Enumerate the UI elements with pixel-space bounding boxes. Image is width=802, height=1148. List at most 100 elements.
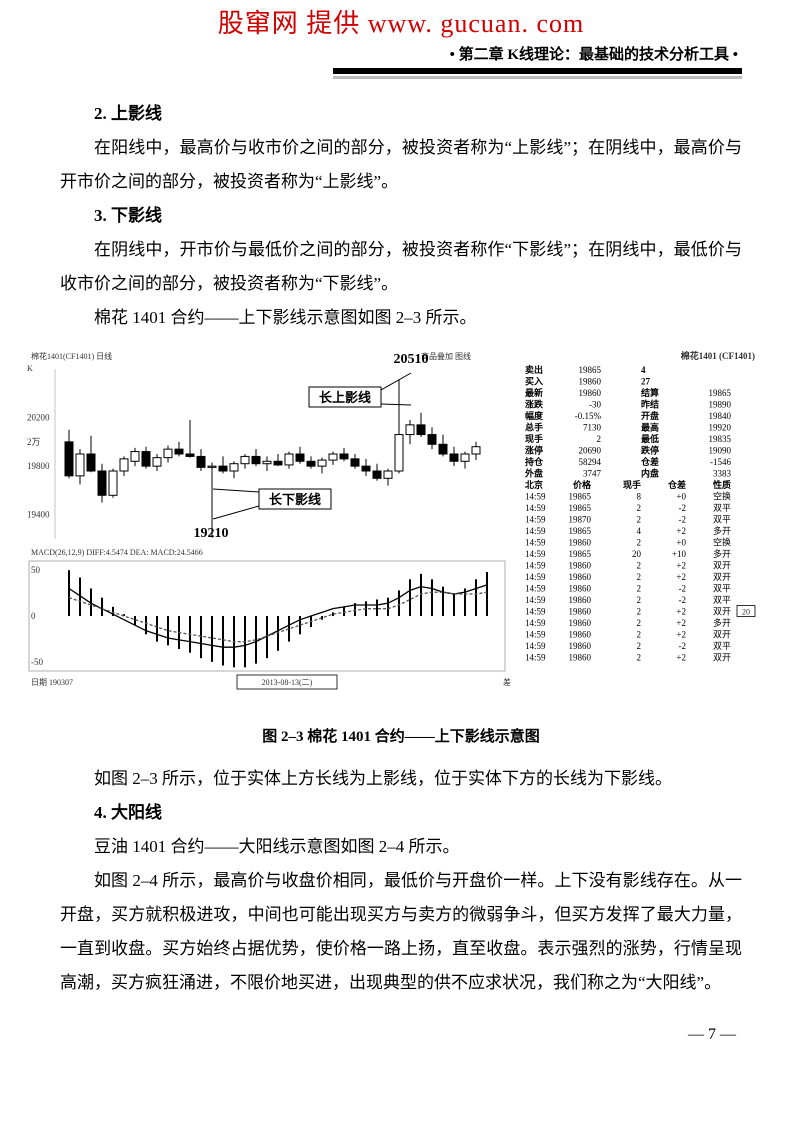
- para-4-0: 如图 2–3 所示，位于实体上方长线为上影线，位于实体下方的长线为下影线。: [60, 762, 742, 796]
- svg-text:+2: +2: [676, 606, 686, 616]
- svg-text:19890: 19890: [709, 399, 732, 409]
- svg-text:8: 8: [637, 491, 642, 501]
- svg-text:19835: 19835: [709, 434, 732, 444]
- svg-text:+10: +10: [672, 549, 687, 559]
- svg-text:19860: 19860: [579, 388, 602, 398]
- svg-text:双平: 双平: [713, 641, 731, 651]
- svg-text:涨跌: 涨跌: [525, 398, 544, 409]
- svg-text:14:59: 14:59: [525, 549, 546, 559]
- svg-text:2: 2: [637, 572, 642, 582]
- figure-caption: 图 2–3 棉花 1401 合约——上下影线示意图: [20, 725, 782, 746]
- svg-text:开盘: 开盘: [641, 410, 659, 421]
- svg-text:商品叠加 图线: 商品叠加 图线: [421, 351, 471, 361]
- svg-text:19860: 19860: [569, 583, 592, 593]
- svg-text:双开: 双开: [713, 560, 731, 570]
- page-number: — 7 —: [60, 1026, 742, 1044]
- svg-text:2万: 2万: [27, 436, 41, 446]
- svg-text:-2: -2: [679, 641, 687, 651]
- para-4-3: 如图 2–4 所示，最高价与收盘价相同，最低价与开盘价一样。上下没有影线存在。从…: [60, 864, 742, 1000]
- svg-text:棉花1401 (CF1401): 棉花1401 (CF1401): [681, 350, 755, 361]
- svg-text:19860: 19860: [569, 641, 592, 651]
- svg-text:双平: 双平: [713, 503, 731, 513]
- chapter-smudge: [333, 76, 742, 79]
- svg-text:2: 2: [637, 652, 642, 662]
- subhead-4: 4. 大阳线: [60, 796, 742, 830]
- svg-text:19860: 19860: [569, 629, 592, 639]
- svg-text:仓差: 仓差: [640, 456, 659, 467]
- svg-text:多开: 多开: [713, 617, 731, 628]
- svg-text:19870: 19870: [569, 514, 592, 524]
- svg-text:19865: 19865: [579, 365, 602, 375]
- page: 股窜网 提供 www. gucuan. com • 第二章 K线理论：最基础的技…: [0, 0, 802, 1074]
- svg-text:跌停: 跌停: [641, 444, 659, 455]
- svg-text:20690: 20690: [579, 445, 602, 455]
- svg-text:19865: 19865: [709, 388, 732, 398]
- svg-text:19920: 19920: [709, 422, 732, 432]
- svg-text:双开: 双开: [713, 572, 731, 582]
- svg-text:内盘: 内盘: [641, 467, 659, 478]
- svg-text:长下影线: 长下影线: [269, 492, 321, 507]
- svg-text:2: 2: [637, 583, 642, 593]
- svg-text:多开: 多开: [713, 525, 731, 536]
- watermark: 股窜网 提供 www. gucuan. com: [60, 10, 742, 39]
- svg-text:外盘: 外盘: [524, 467, 543, 478]
- svg-text:2: 2: [637, 560, 642, 570]
- svg-text:19865: 19865: [569, 491, 592, 501]
- svg-text:最低: 最低: [641, 433, 659, 444]
- svg-text:14:59: 14:59: [525, 560, 546, 570]
- svg-text:19860: 19860: [569, 572, 592, 582]
- svg-text:20: 20: [742, 607, 750, 616]
- svg-text:3747: 3747: [583, 468, 602, 478]
- svg-text:14:59: 14:59: [525, 618, 546, 628]
- svg-text:+0: +0: [676, 491, 686, 501]
- svg-text:+2: +2: [676, 652, 686, 662]
- svg-text:持仓: 持仓: [525, 456, 544, 467]
- svg-text:2: 2: [637, 606, 642, 616]
- svg-text:20: 20: [632, 549, 642, 559]
- svg-text:2: 2: [637, 537, 642, 547]
- svg-text:20200: 20200: [27, 412, 50, 422]
- svg-text:买入: 买入: [525, 376, 543, 386]
- svg-text:双平: 双平: [713, 595, 731, 605]
- svg-text:双平: 双平: [713, 583, 731, 593]
- svg-text:19860: 19860: [569, 606, 592, 616]
- svg-text:19800: 19800: [27, 461, 50, 471]
- svg-text:长上影线: 长上影线: [319, 390, 371, 405]
- svg-text:-0.15%: -0.15%: [575, 411, 602, 421]
- chapter-header: • 第二章 K线理论：最基础的技术分析工具 •: [60, 43, 742, 64]
- svg-text:昨结: 昨结: [641, 398, 659, 409]
- svg-text:2: 2: [637, 618, 642, 628]
- svg-text:棉花1401(CF1401) 日线: 棉花1401(CF1401) 日线: [31, 351, 112, 361]
- svg-text:14:59: 14:59: [525, 583, 546, 593]
- svg-text:14:59: 14:59: [525, 572, 546, 582]
- svg-text:现手: 现手: [623, 479, 641, 490]
- svg-text:19865: 19865: [569, 503, 592, 513]
- svg-text:19860: 19860: [569, 618, 592, 628]
- svg-text:14:59: 14:59: [525, 641, 546, 651]
- svg-text:-2: -2: [679, 503, 687, 513]
- svg-text:19840: 19840: [709, 411, 732, 421]
- svg-text:+0: +0: [676, 537, 686, 547]
- svg-text:双开: 双开: [713, 606, 731, 616]
- svg-text:14:59: 14:59: [525, 537, 546, 547]
- svg-text:19860: 19860: [569, 537, 592, 547]
- svg-text:-1546: -1546: [710, 457, 731, 467]
- svg-text:19860: 19860: [579, 376, 602, 386]
- svg-text:结算: 结算: [641, 387, 659, 398]
- svg-text:性质: 性质: [713, 479, 731, 490]
- body-text-2: 如图 2–3 所示，位于实体上方长线为上影线，位于实体下方的长线为下影线。 4.…: [60, 762, 742, 1000]
- svg-text:14:59: 14:59: [525, 606, 546, 616]
- svg-text:K: K: [27, 364, 33, 373]
- svg-text:最新: 最新: [525, 387, 543, 398]
- svg-text:仓差: 仓差: [667, 479, 686, 490]
- svg-text:14:59: 14:59: [525, 514, 546, 524]
- svg-text:双平: 双平: [713, 514, 731, 524]
- svg-text:最高: 最高: [641, 421, 659, 432]
- svg-text:19090: 19090: [709, 445, 732, 455]
- svg-text:+2: +2: [676, 629, 686, 639]
- svg-text:50: 50: [31, 565, 41, 575]
- svg-text:-30: -30: [589, 399, 601, 409]
- svg-text:差: 差: [503, 677, 511, 687]
- para-4-2: 豆油 1401 合约——大阳线示意图如图 2–4 所示。: [60, 830, 742, 864]
- svg-text:日期 190307: 日期 190307: [31, 678, 73, 687]
